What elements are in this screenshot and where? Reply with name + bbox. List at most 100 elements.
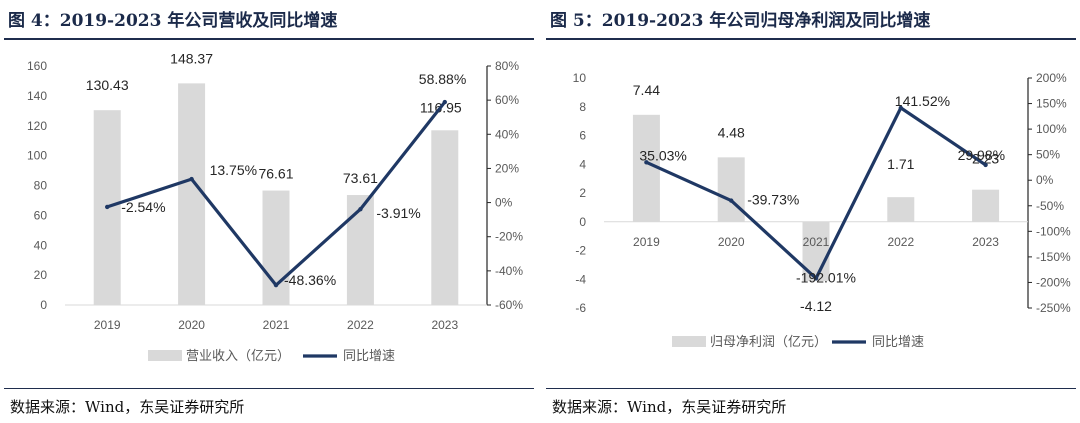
x-tick-label: 2022 xyxy=(887,235,914,249)
bar-data-label: 73.61 xyxy=(343,170,378,186)
y-left-tick-label: 140 xyxy=(27,89,47,103)
source-divider xyxy=(4,388,534,389)
bar xyxy=(887,197,915,222)
y-left-tick-label: 4 xyxy=(579,157,586,171)
y-left-tick-label: 80 xyxy=(34,179,48,193)
y-right-tick-label: 80% xyxy=(495,59,519,73)
source-note: 数据来源：Wind，东吴证券研究所 xyxy=(10,398,245,416)
y-left-tick-label: 8 xyxy=(579,100,586,114)
bar-data-label: 7.44 xyxy=(633,82,660,98)
line-point xyxy=(105,204,110,210)
legend-swatch-bar xyxy=(148,350,182,361)
bar-data-label: 1.71 xyxy=(887,156,914,172)
line-point xyxy=(189,176,194,182)
y-right-tick-label: 150% xyxy=(1036,97,1067,111)
y-right-tick-label: -60% xyxy=(495,298,523,312)
line-point xyxy=(442,99,447,105)
title-divider xyxy=(4,38,534,40)
chart-panel-net-profit: 图 5：2019-2023 年公司归母净利润及同比增速 -6 -4 -2 0 2 4 6 8 1… xyxy=(542,0,1080,423)
y-right-tick-label: -40% xyxy=(495,264,523,278)
y-left-tick-label: 0 xyxy=(40,298,47,312)
y-right-tick-label: 60% xyxy=(495,93,519,107)
net-profit-chart: -6 -4 -2 0 2 4 6 8 10 -250% -200% -150% -100% -50% 0% 5… xyxy=(573,71,1071,349)
y-right-tick-label: -150% xyxy=(1036,250,1071,264)
chart-panel-revenue: 图 4：2019-2023 年公司营收及同比增速 0 20 40 60 80 100 120… xyxy=(0,0,538,423)
y-right-tick-label: -200% xyxy=(1036,275,1071,289)
y-left-tick-label: 0 xyxy=(579,215,586,229)
x-tick-label: 2019 xyxy=(633,235,660,249)
line-data-label: -39.73% xyxy=(747,192,799,208)
y-left-tick-label: 2 xyxy=(579,186,586,200)
legend-label: 归母净利润（亿元） xyxy=(710,334,827,349)
bar xyxy=(431,130,459,305)
line-data-label: -3.91% xyxy=(376,205,420,221)
y-right-tick-label: -20% xyxy=(495,230,523,244)
y-right-tick-label: 100% xyxy=(1036,122,1067,136)
line-point xyxy=(898,105,903,111)
x-tick-label: 2020 xyxy=(718,235,745,249)
x-tick-label: 2023 xyxy=(972,235,999,249)
y-right-tick-label: 0% xyxy=(1036,173,1054,187)
line-point xyxy=(644,160,649,165)
x-tick-label: 2021 xyxy=(263,318,290,332)
y-left-tick-label: 120 xyxy=(27,119,47,133)
y-left-tick-label: -2 xyxy=(575,244,586,258)
y-left-tick-label: -6 xyxy=(575,301,586,315)
line-data-label: 58.88% xyxy=(419,71,466,87)
y-left-tick-label: 6 xyxy=(579,129,586,143)
y-right-tick-label: -100% xyxy=(1036,224,1071,238)
line-data-label: -48.36% xyxy=(284,272,336,288)
y-right-tick-label: -50% xyxy=(1036,199,1064,213)
legend-label: 同比增速 xyxy=(872,334,924,349)
bar-data-label: 130.43 xyxy=(86,77,129,93)
bar-data-label: 4.48 xyxy=(718,124,745,140)
figure-title: 图 4：2019-2023 年公司营收及同比增速 xyxy=(8,11,338,31)
line-point xyxy=(273,282,279,288)
y-right-tick-label: 0% xyxy=(495,196,513,210)
line-point xyxy=(358,207,363,212)
y-left-tick-label: 20 xyxy=(34,268,48,282)
source-divider xyxy=(546,388,1076,389)
y-left-tick-label: 10 xyxy=(573,71,587,85)
legend-label: 营业收入（亿元） xyxy=(186,348,290,363)
x-tick-label: 2019 xyxy=(94,318,121,332)
x-tick-label: 2020 xyxy=(178,318,205,332)
line-data-label: 35.03% xyxy=(639,147,686,163)
y-right-tick-label: 20% xyxy=(495,161,519,175)
revenue-chart: 0 20 40 60 80 100 120 140 160 -60% -40% -20% 0% 20% 40… xyxy=(27,50,523,363)
bar xyxy=(717,157,745,222)
x-tick-label: 2023 xyxy=(431,318,458,332)
bar xyxy=(972,189,1000,222)
source-note: 数据来源：Wind，东吴证券研究所 xyxy=(552,398,787,416)
bar-data-label: 76.61 xyxy=(258,166,293,182)
figure-title: 图 5：2019-2023 年公司归母净利润及同比增速 xyxy=(550,11,931,31)
bar xyxy=(346,195,374,305)
y-left-tick-label: 60 xyxy=(34,208,48,222)
line-point xyxy=(729,198,734,203)
y-left-tick-label: 100 xyxy=(27,149,47,163)
y-left-tick-label: 160 xyxy=(27,59,47,73)
legend-label: 同比增速 xyxy=(343,348,395,363)
line-point xyxy=(813,276,819,281)
title-divider xyxy=(546,38,1076,40)
y-right-tick-label: 50% xyxy=(1036,148,1060,162)
legend-swatch-bar xyxy=(672,336,706,347)
bar xyxy=(632,114,660,222)
line-data-label: 13.75% xyxy=(210,162,257,178)
x-tick-label: 2022 xyxy=(347,318,374,332)
y-left-tick-label: -4 xyxy=(575,272,586,286)
y-right-tick-label: 200% xyxy=(1036,71,1067,85)
line-point xyxy=(983,162,988,168)
line-data-label: 29.98% xyxy=(958,147,1005,163)
y-right-tick-label: 40% xyxy=(495,127,519,141)
line-data-label: 141.52% xyxy=(895,93,950,109)
x-tick-label: 2021 xyxy=(803,235,830,249)
line-data-label: -192.01% xyxy=(796,269,856,285)
bar xyxy=(178,83,206,305)
bar-data-label: 2.23 xyxy=(972,151,999,167)
y-left-tick-label: 40 xyxy=(34,238,48,252)
y-right-tick-label: -250% xyxy=(1036,301,1071,315)
line-data-label: -2.54% xyxy=(121,199,165,215)
bar-data-label: -4.12 xyxy=(800,298,832,314)
bar-data-label: 148.37 xyxy=(170,50,213,66)
